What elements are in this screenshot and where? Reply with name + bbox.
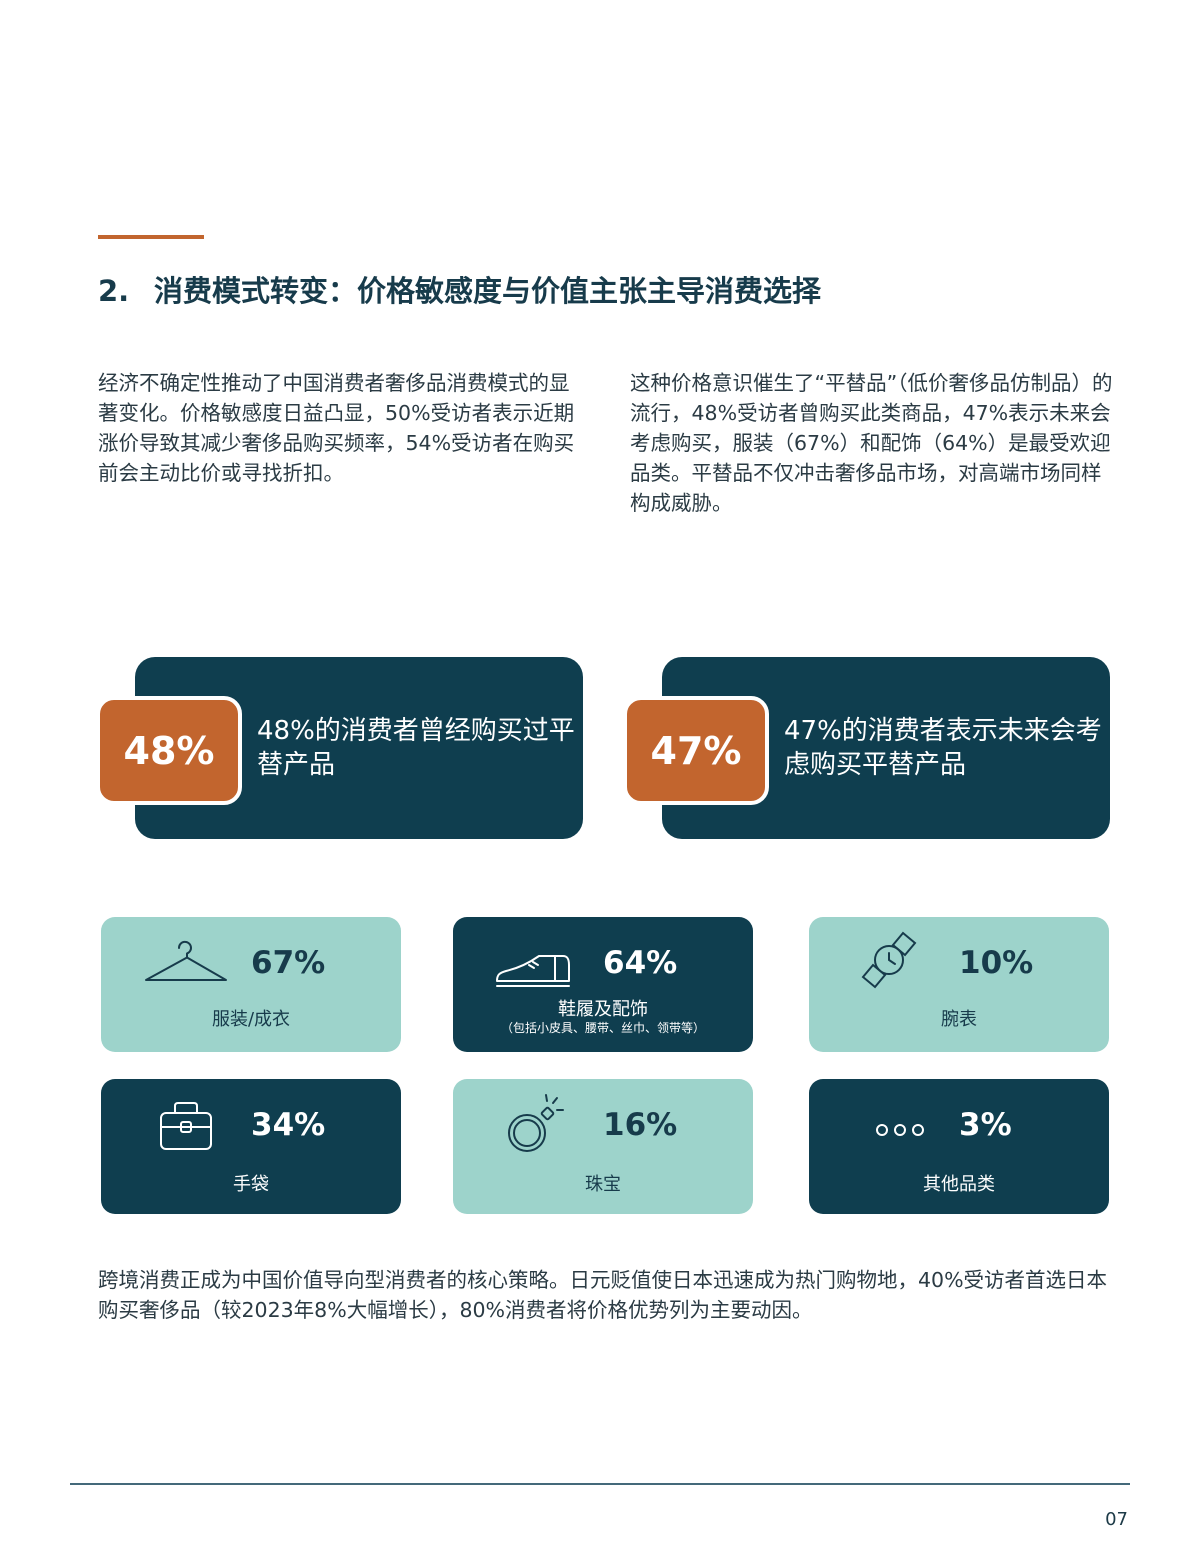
category-label: 鞋履及配饰	[558, 999, 648, 1020]
category-tile-watch: 10% 腕表	[809, 917, 1109, 1052]
stat-text-bought-dupes: 48%的消费者曾经购买过平替产品	[257, 716, 575, 780]
shoe-icon	[496, 955, 570, 987]
ring-icon	[508, 1094, 564, 1152]
more-dots-icon	[876, 1124, 924, 1136]
intro-paragraph-left: 经济不确定性推动了中国消费者奢侈品消费模式的显著变化。价格敏感度日益凸显，50%…	[98, 371, 575, 485]
intro-paragraph-right: 这种价格意识催生了“平替品”（低价奢侈品仿制品）的流行，48%受访者曾购买此类商…	[630, 371, 1113, 515]
category-pct: 10%	[959, 945, 1034, 981]
stat-card-bought-dupes: 48% 48%的消费者曾经购买过平替产品	[96, 657, 583, 839]
category-label: 手袋	[233, 1174, 269, 1195]
handbag-icon	[160, 1102, 212, 1150]
category-sublabel: （包括小皮具、腰带、丝巾、领带等）	[500, 1021, 705, 1035]
stat-card-future-dupes: 47% 47%的消费者表示未来会考虑购买平替产品	[623, 657, 1110, 839]
category-label: 其他品类	[923, 1174, 995, 1195]
category-label: 腕表	[941, 1009, 977, 1030]
category-tile-other: 3% 其他品类	[809, 1079, 1109, 1214]
category-tile-jewelry: 16% 珠宝	[453, 1079, 753, 1214]
section-number: 2.	[98, 274, 130, 308]
cross-border-paragraph: 跨境消费正成为中国价值导向型消费者的核心策略。日元贬值使日本迅速成为热门购物地，…	[98, 1268, 1108, 1322]
category-pct: 34%	[251, 1107, 326, 1143]
category-pct: 64%	[603, 945, 678, 981]
category-tile-handbag: 34% 手袋	[101, 1079, 401, 1214]
section-title: 消费模式转变：价格敏感度与价值主张主导消费选择	[154, 274, 822, 308]
category-pct: 16%	[603, 1107, 678, 1143]
footer-divider	[70, 1483, 1130, 1485]
category-label: 服装/成衣	[211, 1009, 291, 1030]
hanger-icon	[145, 940, 227, 981]
category-tile-apparel: 67% 服装/成衣	[101, 917, 401, 1052]
stat-badge-48: 48%	[96, 696, 242, 805]
section-accent-rule	[98, 235, 204, 239]
section-heading: 2. 消费模式转变：价格敏感度与价值主张主导消费选择	[98, 268, 821, 310]
watch-icon	[861, 931, 917, 989]
stat-badge-47: 47%	[623, 696, 769, 805]
stat-text-future-dupes: 47%的消费者表示未来会考虑购买平替产品	[784, 716, 1102, 780]
page-number: 07	[1105, 1509, 1128, 1530]
category-pct: 3%	[959, 1107, 1012, 1143]
category-label: 珠宝	[585, 1174, 621, 1195]
category-pct: 67%	[251, 945, 326, 981]
category-tile-shoes-accessories: 64% 鞋履及配饰 （包括小皮具、腰带、丝巾、领带等）	[453, 917, 753, 1052]
